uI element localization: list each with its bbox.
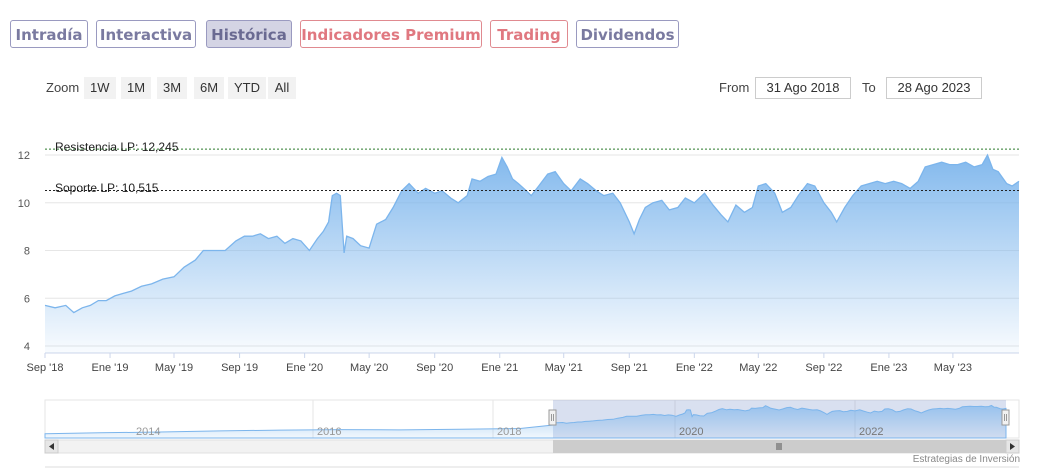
navigator-year-label: 2014 (136, 426, 160, 438)
y-tick-label: 6 (24, 293, 30, 305)
y-tick-label: 10 (18, 198, 30, 210)
y-tick-label: 8 (24, 246, 30, 258)
zoom-1m-button[interactable]: 1M (121, 77, 152, 99)
x-axis-ticks: Sep '18 Ene '19 May '19 Sep '19 Ene '20 May '… (27, 353, 972, 374)
y-axis-ticks: 4 6 8 10 12 (18, 150, 30, 353)
scroll-left-icon (49, 443, 54, 450)
x-tick-label: Ene '19 (92, 362, 129, 374)
zoom-1w-button[interactable]: 1W (84, 77, 116, 99)
navigator-year-label: 2016 (317, 426, 341, 438)
x-tick-label: Ene '21 (481, 362, 518, 374)
x-tick-label: Sep '22 (805, 362, 842, 374)
navigator-year-label: 2020 (679, 426, 703, 438)
support-label: Soporte LP: 10,515 (55, 181, 159, 195)
scroll-right-icon (1010, 443, 1015, 450)
tab-intradia[interactable]: Intradía (10, 20, 88, 48)
zoom-all-button[interactable]: All (268, 77, 296, 99)
navigator: 2014 2016 2018 2020 2022 (44, 399, 1020, 439)
navigator-year-label: 2018 (497, 426, 521, 438)
range-from-label: From (719, 80, 750, 95)
navigator-year-label: 2022 (859, 426, 883, 438)
x-tick-label: Ene '23 (870, 362, 907, 374)
x-tick-label: May '21 (545, 362, 583, 374)
range-to-label: To (862, 80, 876, 95)
price-area (45, 155, 1019, 353)
x-tick-label: Ene '20 (286, 362, 323, 374)
x-tick-label: May '23 (934, 362, 972, 374)
tab-dividendos[interactable]: Dividendos (576, 20, 679, 48)
y-tick-label: 12 (18, 150, 30, 162)
x-tick-label: Sep '21 (611, 362, 648, 374)
x-tick-label: Sep '19 (221, 362, 258, 374)
navigator-area (44, 404, 1007, 439)
navigator-right-handle[interactable] (1001, 409, 1010, 426)
zoom-3m-button[interactable]: 3M (157, 77, 188, 99)
x-tick-label: May '20 (350, 362, 388, 374)
x-tick-label: May '19 (155, 362, 193, 374)
tab-historica[interactable]: Histórica (206, 20, 292, 48)
navigator-left-handle[interactable] (548, 409, 557, 426)
tab-indicadores-premium[interactable]: Indicadores Premium (300, 20, 482, 48)
range-from-input[interactable]: 31 Ago 2018 (755, 77, 851, 99)
x-tick-label: Sep '18 (27, 362, 64, 374)
x-tick-label: Sep '20 (416, 362, 453, 374)
range-to-input[interactable]: 28 Ago 2023 (886, 77, 982, 99)
zoom-label: Zoom (46, 80, 80, 95)
y-tick-label: 4 (24, 341, 30, 353)
tab-trading[interactable]: Trading (490, 20, 568, 48)
resistance-label: Resistencia LP: 12,245 (55, 140, 179, 154)
tab-interactiva[interactable]: Interactiva (96, 20, 196, 48)
x-tick-label: May '22 (739, 362, 777, 374)
scrollbar[interactable] (44, 439, 1020, 454)
zoom-6m-button[interactable]: 6M (194, 77, 225, 99)
x-tick-label: Ene '22 (676, 362, 713, 374)
credit-text: Estrategias de Inversión (912, 454, 1020, 465)
zoom-ytd-button[interactable]: YTD (228, 77, 266, 99)
